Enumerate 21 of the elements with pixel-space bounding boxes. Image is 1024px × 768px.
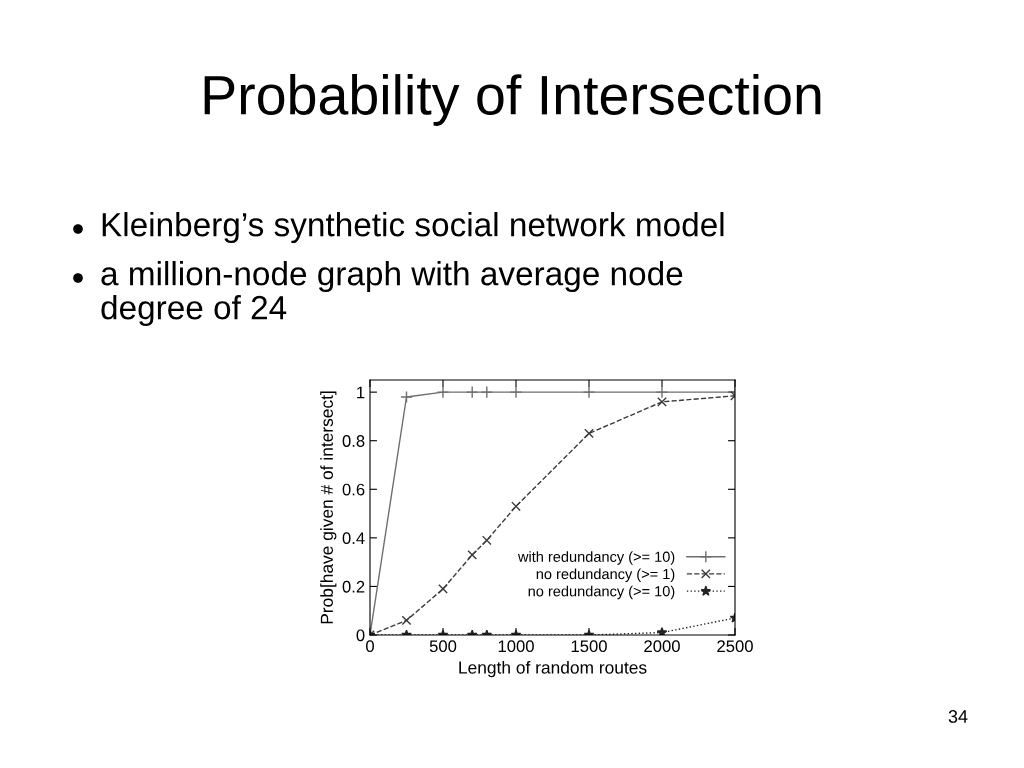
text: Kleinberg’s synthetic social network model	[102, 212, 724, 244]
legend-label: no redundancy (>= 1)	[536, 568, 675, 583]
y-tick-label: 0.6	[342, 483, 365, 496]
x-axis-title: Length of random routes	[459, 660, 647, 678]
x-tick-label: 1000	[498, 640, 534, 653]
y-tick-label: 1	[357, 386, 365, 399]
y-tick-label: 0.2	[342, 580, 365, 593]
y-tick-label: 0.8	[342, 435, 365, 447]
x-tick-label: 0	[366, 640, 374, 653]
x-tick-label: 2000	[644, 640, 680, 653]
text: 34	[948, 710, 968, 723]
x-tick-label: 1500	[571, 640, 607, 653]
y-axis-title: Prob[have given # of intersect]	[320, 391, 337, 624]
text: a million-node graph with average node degree of 24	[101, 261, 683, 327]
legend-label: with redundancy (>= 10)	[517, 551, 675, 565]
chart-title: Probability of Intersection	[204, 74, 821, 126]
legend-label: no redundancy (>= 10)	[528, 585, 675, 600]
x-tick-label: 500	[429, 640, 457, 653]
y-tick-label: 0	[356, 629, 365, 642]
x-tick-label: 2500	[717, 640, 753, 653]
y-tick-label: 0.4	[342, 532, 365, 545]
